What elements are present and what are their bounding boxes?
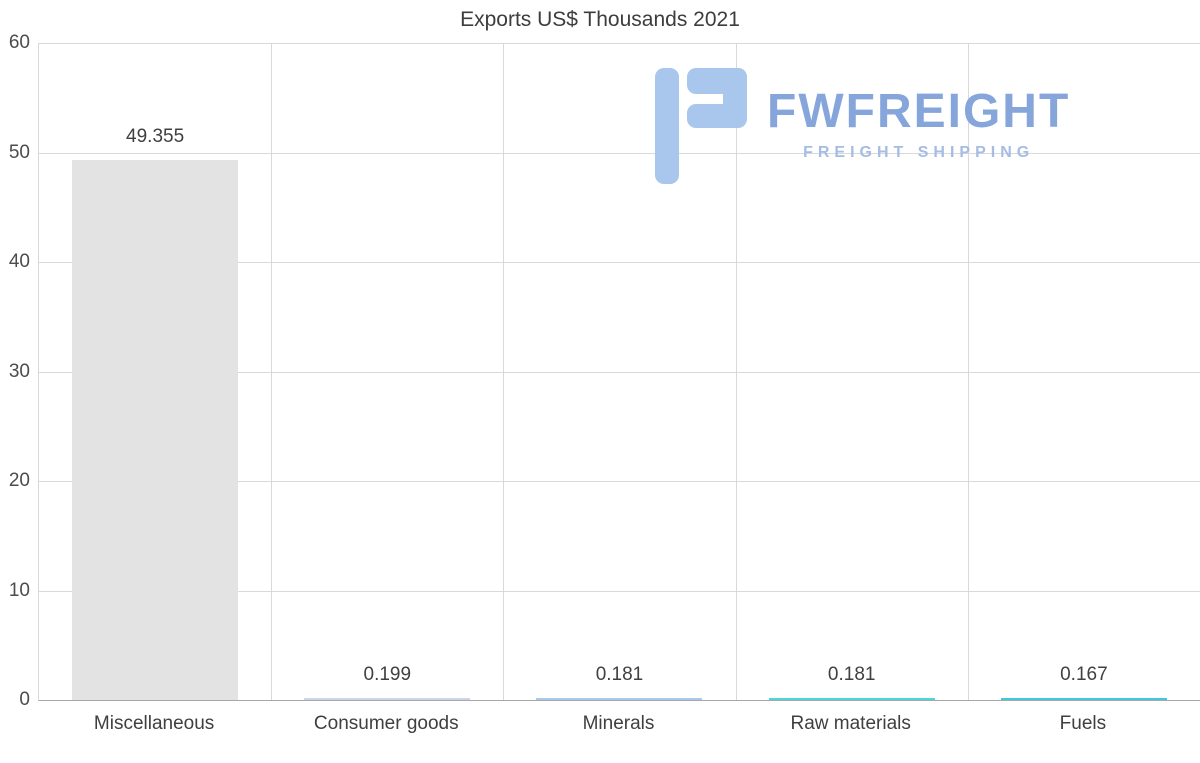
x-axis-label-consumer-goods: Consumer goods <box>313 713 459 734</box>
bar-fuels <box>1000 697 1167 700</box>
horizontal-gridline <box>39 262 1200 263</box>
vertical-gridline <box>503 43 505 700</box>
horizontal-gridline <box>39 371 1200 373</box>
x-axis-label-miscellaneous: Miscellaneous <box>93 713 215 734</box>
fwfreight-watermark: FWFREIGHT FREIGHT SHIPPING <box>653 66 1070 191</box>
x-axis-label-minerals: Minerals <box>582 713 655 734</box>
logo-subtitle-text: FREIGHT SHIPPING <box>803 144 1035 161</box>
y-tick-label: 60 <box>8 32 30 53</box>
y-tick-label: 50 <box>8 141 30 163</box>
bar-value-label: 49.355 <box>126 125 185 147</box>
vertical-gridline <box>271 43 273 700</box>
y-tick-label: 0 <box>19 689 30 710</box>
bar-raw-materials <box>768 697 935 700</box>
chart-title: Exports US$ Thousands 2021 <box>460 8 740 31</box>
logo-text-block: FWFREIGHT FREIGHT SHIPPING <box>767 66 1070 162</box>
bar-miscellaneous <box>72 159 239 700</box>
bar-column: 49.355 <box>39 43 271 700</box>
y-tick-label: 20 <box>8 470 30 491</box>
y-tick-label: 40 <box>8 251 30 272</box>
vertical-gridline <box>735 43 737 700</box>
horizontal-gridline <box>39 152 1200 154</box>
bar-column: 0.199 <box>271 43 503 700</box>
bar-value-label: 0.199 <box>363 663 412 685</box>
bar-value-label: 0.181 <box>595 663 644 685</box>
vertical-gridline <box>967 43 969 700</box>
x-axis-label-raw-materials: Raw materials <box>790 713 911 734</box>
y-tick-label: 30 <box>8 360 30 382</box>
bar-consumer-goods <box>304 697 471 700</box>
bar-column: 0.181 <box>736 43 968 700</box>
logo-main-text: FWFREIGHT <box>767 85 1071 138</box>
y-tick-label: 10 <box>8 579 30 601</box>
horizontal-gridline <box>39 590 1200 592</box>
x-axis-label-fuels: Fuels <box>1059 713 1107 734</box>
bar-value-label: 0.181 <box>827 663 876 685</box>
bar-column: 0.167 <box>968 43 1200 700</box>
plot-area: 49.355 0.199 0.181 0.181 0.167 <box>38 43 1200 701</box>
horizontal-gridline <box>39 43 1200 44</box>
bar-column: 0.181 <box>503 43 735 700</box>
bar-minerals <box>536 697 703 700</box>
horizontal-gridline <box>39 481 1200 482</box>
fwfreight-logo-icon <box>653 66 749 191</box>
bar-value-label: 0.167 <box>1060 663 1108 685</box>
